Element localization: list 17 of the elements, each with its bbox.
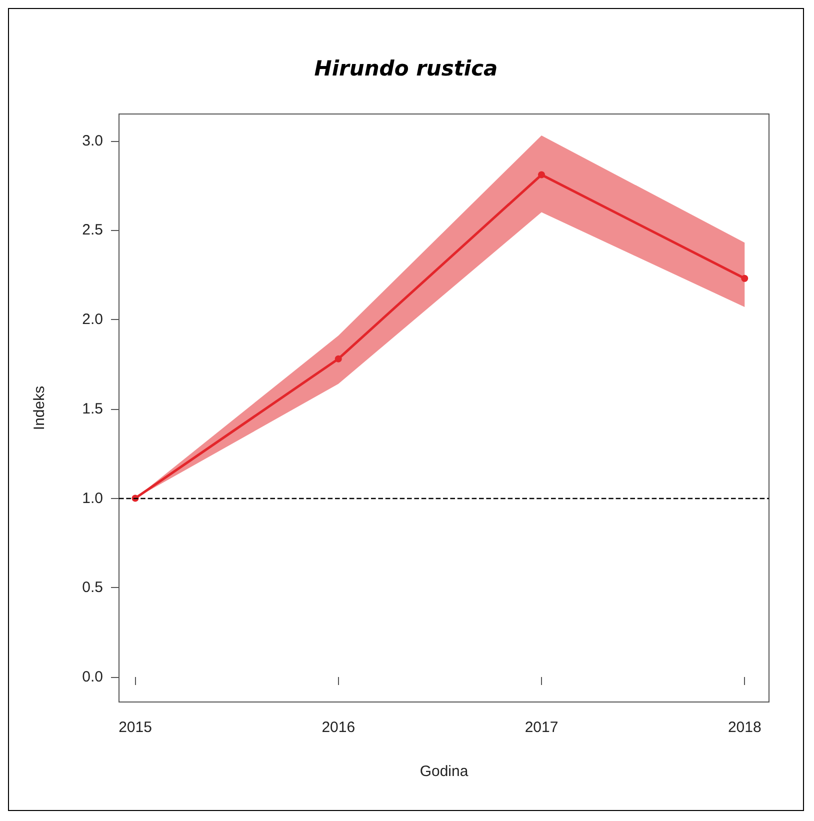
- x-tick-label: 2016: [322, 719, 356, 736]
- y-tick-label: 0.0: [82, 668, 103, 686]
- y-tick-label: 2.0: [82, 311, 103, 328]
- x-tick-label: 2015: [118, 719, 152, 736]
- y-tick-label: 1.5: [82, 400, 103, 418]
- y-tick-label: 1.0: [82, 490, 103, 507]
- x-tick-label: 2017: [524, 719, 558, 736]
- point: [538, 171, 545, 178]
- point: [334, 355, 342, 362]
- x-axis-title: Godina: [420, 763, 469, 780]
- y-tick-label: 2.5: [82, 222, 103, 239]
- x-tick-label: 2018: [728, 719, 762, 736]
- y-tick-label: 3.0: [82, 132, 103, 150]
- chart-title: Hirundo rustica: [314, 56, 498, 80]
- point: [741, 274, 748, 282]
- y-axis-title: Indeks: [31, 386, 48, 430]
- y-tick-label: 0.5: [82, 579, 103, 596]
